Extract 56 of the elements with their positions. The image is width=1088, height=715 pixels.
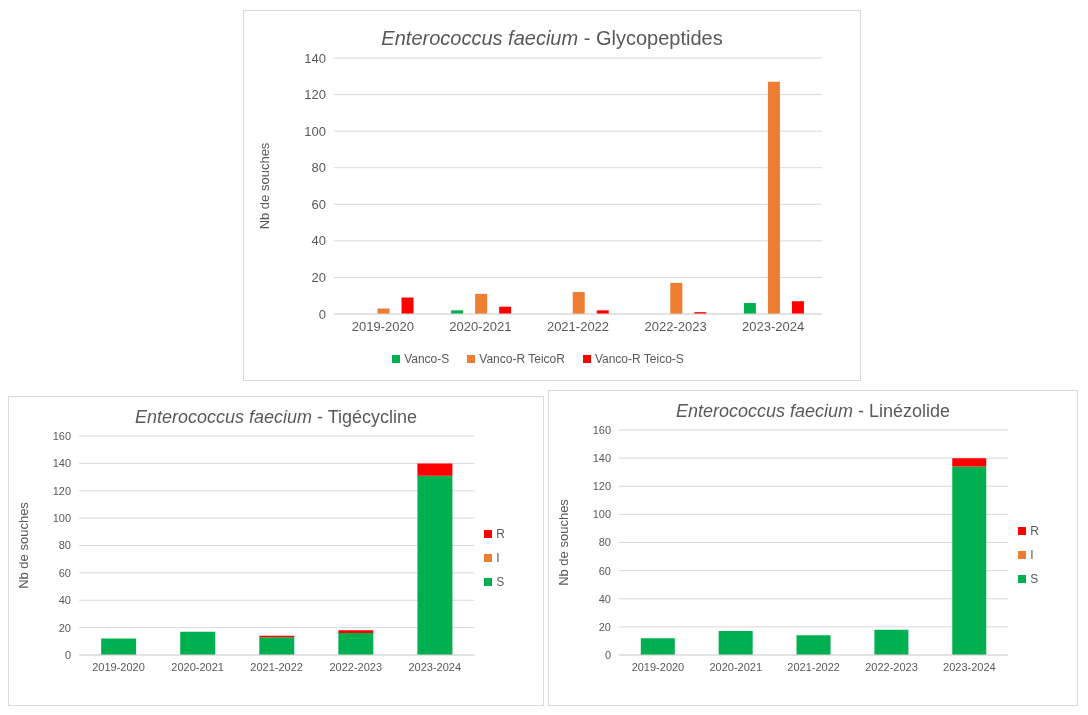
y-tick-label: 120 — [304, 87, 326, 103]
y-tick-label: 160 — [52, 429, 71, 442]
legend-label: Vanco-R TeicoR — [479, 352, 565, 366]
x-tick-label: 2021-2022 — [787, 660, 840, 673]
x-tick-label: 2021-2022 — [546, 319, 610, 335]
chart-title: Enterococcus faecium - Tigécycline — [134, 407, 418, 427]
y-tick-label: 20 — [58, 621, 71, 634]
x-tick-label: 2021-2022 — [250, 660, 303, 673]
x-tick-label: 2020-2021 — [171, 660, 224, 673]
y-tick-label: 40 — [58, 594, 71, 607]
y-tick-label: 0 — [604, 648, 611, 661]
y-tick-label: 20 — [311, 270, 326, 286]
x-tick-label: 2022-2023 — [329, 660, 383, 673]
y-tick-label: 120 — [592, 480, 611, 493]
x-tick-label: 2023-2024 — [408, 660, 462, 673]
y-tick-label: 0 — [64, 648, 71, 661]
x-tick-label: 2023-2024 — [943, 660, 996, 673]
y-axis-title: Nb de souches — [15, 501, 31, 589]
y-tick-label: 100 — [592, 508, 611, 521]
legend-label: R — [496, 527, 505, 541]
y-tick-label: 60 — [598, 564, 611, 577]
y-tick-label: 60 — [311, 196, 326, 212]
y-tick-label: 140 — [304, 50, 326, 66]
legend-label: S — [496, 575, 505, 589]
legend-label: I — [1030, 548, 1034, 562]
x-tick-label: 2019-2020 — [351, 319, 414, 335]
legend-label: Vanco-S — [404, 352, 450, 366]
y-tick-label: 40 — [598, 592, 611, 605]
chart-title: Enterococcus faecium - Glycopeptides — [381, 27, 723, 49]
y-tick-label: 140 — [592, 452, 611, 465]
y-tick-label: 20 — [598, 620, 611, 633]
x-tick-label: 2022-2023 — [865, 660, 918, 673]
legend-label: S — [1030, 572, 1039, 586]
y-tick-label: 160 — [592, 423, 611, 436]
x-tick-label: 2019-2020 — [631, 660, 685, 673]
y-tick-label: 60 — [58, 566, 71, 579]
y-axis-title: Nb de souches — [256, 142, 272, 230]
legend-label: I — [496, 551, 500, 565]
y-tick-label: 40 — [311, 233, 326, 249]
y-tick-label: 80 — [311, 160, 326, 176]
x-tick-label: 2022-2023 — [644, 319, 707, 335]
x-tick-label: 2023-2024 — [742, 319, 805, 335]
x-tick-label: 2019-2020 — [92, 660, 145, 673]
chart-title: Enterococcus faecium - Linézolide — [675, 401, 951, 421]
x-tick-label: 2020-2021 — [709, 660, 763, 673]
y-tick-label: 80 — [58, 539, 71, 552]
legend-label: R — [1030, 524, 1039, 538]
y-tick-label: 0 — [318, 306, 326, 322]
x-tick-label: 2020-2021 — [449, 319, 512, 335]
y-tick-label: 120 — [52, 484, 71, 497]
legend-label: Vanco-R Teico-S — [594, 352, 684, 366]
y-axis-title: Nb de souches — [555, 498, 571, 586]
y-tick-label: 80 — [598, 536, 611, 549]
y-tick-label: 100 — [304, 123, 326, 139]
y-tick-label: 140 — [52, 457, 71, 470]
y-tick-label: 100 — [52, 512, 71, 525]
